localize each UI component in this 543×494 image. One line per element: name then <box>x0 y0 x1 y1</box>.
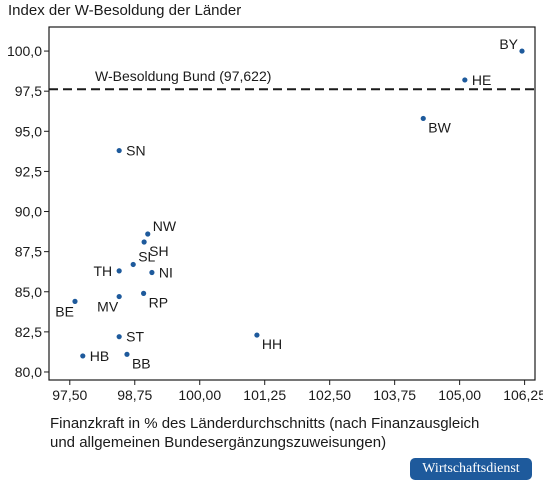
point-label-by: BY <box>499 36 518 52</box>
point-label-st: ST <box>126 329 144 345</box>
point-label-hb: HB <box>90 348 109 364</box>
data-point-nw <box>145 231 151 237</box>
y-tick-label: 85,0 <box>15 284 42 300</box>
data-point-sh <box>141 239 147 245</box>
data-point-mv <box>116 293 122 300</box>
data-point-ni <box>149 269 155 276</box>
point-label-be: BE <box>55 303 74 319</box>
data-point-hb <box>80 353 86 359</box>
x-tick-label: 98,75 <box>117 387 152 403</box>
point-label-sh: SH <box>149 243 168 259</box>
data-point-rp <box>141 290 147 296</box>
axis-ticks: 97,50 98,75 100,00 101,25 102,50 103,75 105,00… <box>7 43 543 403</box>
x-axis-title-line-2: und allgemeinen Bundesergänzungszuweisun… <box>50 434 387 451</box>
data-point-st <box>116 334 122 340</box>
data-point-sn <box>116 147 122 154</box>
x-tick-label: 106,25 <box>503 387 543 403</box>
y-tick-label: 87,5 <box>15 244 42 260</box>
data-point-hh <box>254 332 260 338</box>
point-label-bb: BB <box>132 355 151 371</box>
x-tick-label: 101,25 <box>243 387 286 403</box>
point-label-sn: SN <box>126 143 145 159</box>
point-label-he: HE <box>472 72 491 88</box>
point-label-sl: SL <box>138 248 155 264</box>
data-point-by <box>519 48 525 54</box>
reference-line-group: W-Besoldung Bund (97,622) <box>49 68 535 91</box>
y-tick-label: 95,0 <box>15 123 42 139</box>
data-point-bw <box>420 115 426 122</box>
x-tick-label: 103,75 <box>373 387 416 403</box>
x-tick-label: 97,50 <box>52 387 87 403</box>
plot-frame <box>48 26 536 381</box>
data-point-bb <box>124 351 130 357</box>
data-point-he <box>462 77 468 83</box>
point-label-rp: RP <box>149 294 168 310</box>
point-label-ni: NI <box>159 264 173 280</box>
y-tick-label: 90,0 <box>15 204 42 220</box>
x-tick-label: 100,00 <box>178 387 221 403</box>
point-label-mv: MV <box>97 299 119 315</box>
y-tick-label: 92,5 <box>15 163 42 179</box>
x-axis-title: Finanzkraft in % des Länderdurchschnitts… <box>50 414 540 452</box>
y-tick-label: 80,0 <box>15 364 42 380</box>
y-tick-label: 82,5 <box>15 324 42 340</box>
x-tick-label: 102,50 <box>308 387 351 403</box>
data-point-be <box>72 298 78 304</box>
y-tick-label: 100,0 <box>7 43 42 59</box>
reference-line-label: W-Besoldung Bund (97,622) <box>95 68 271 84</box>
x-axis-title-line-1: Finanzkraft in % des Länderdurchschnitts… <box>50 415 480 432</box>
point-label-bw: BW <box>428 119 451 135</box>
x-tick-label: 105,00 <box>438 387 481 403</box>
point-label-hh: HH <box>262 336 282 352</box>
data-point-sl <box>130 261 136 268</box>
source-badge: Wirtschaftsdienst <box>410 458 532 480</box>
point-label-th: TH <box>93 263 112 279</box>
data-point-th <box>116 268 122 274</box>
y-tick-label: 97,5 <box>15 83 42 99</box>
point-label-nw: NW <box>153 218 177 234</box>
y-axis-title: Index der W-Besoldung der Länder <box>8 2 242 19</box>
